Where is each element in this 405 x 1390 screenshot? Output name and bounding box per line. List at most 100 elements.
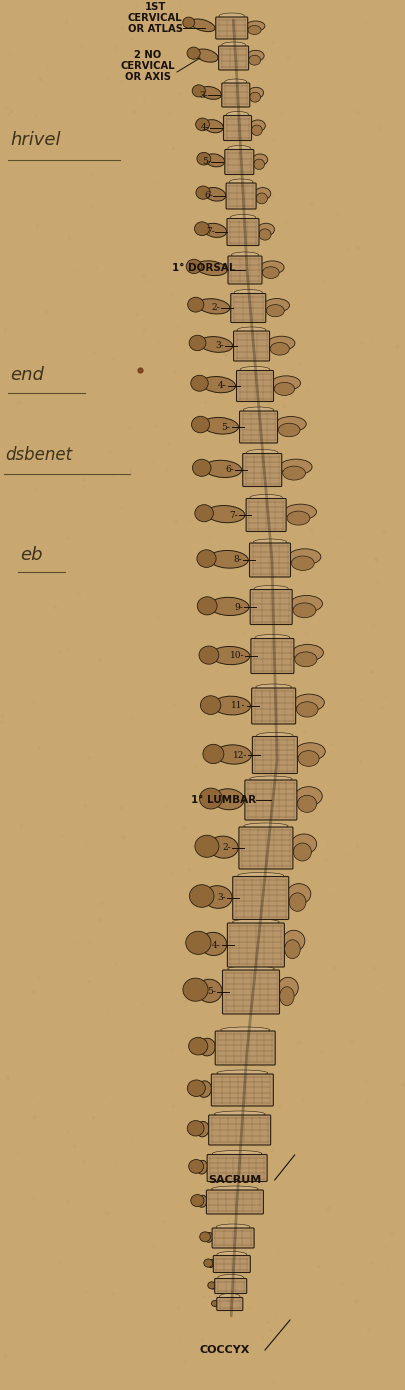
- Ellipse shape: [217, 1070, 268, 1076]
- Ellipse shape: [256, 684, 292, 689]
- Ellipse shape: [257, 733, 293, 738]
- Ellipse shape: [276, 417, 306, 431]
- Ellipse shape: [255, 188, 271, 200]
- Ellipse shape: [296, 742, 325, 760]
- Ellipse shape: [200, 86, 222, 99]
- Ellipse shape: [283, 466, 305, 480]
- Ellipse shape: [186, 260, 202, 274]
- Ellipse shape: [247, 50, 264, 61]
- FancyBboxPatch shape: [213, 1255, 250, 1272]
- Text: 7-: 7-: [229, 510, 238, 520]
- Text: 1° LUMBAR: 1° LUMBAR: [191, 795, 256, 805]
- Ellipse shape: [187, 47, 200, 60]
- Ellipse shape: [234, 289, 262, 296]
- Ellipse shape: [189, 1159, 204, 1173]
- Ellipse shape: [196, 118, 209, 131]
- FancyBboxPatch shape: [216, 17, 248, 39]
- Ellipse shape: [278, 423, 300, 436]
- Ellipse shape: [197, 1161, 208, 1175]
- FancyBboxPatch shape: [228, 256, 262, 284]
- Ellipse shape: [228, 146, 251, 152]
- Ellipse shape: [197, 980, 222, 1002]
- Ellipse shape: [268, 336, 295, 350]
- Ellipse shape: [183, 979, 208, 1001]
- Ellipse shape: [243, 407, 274, 413]
- Ellipse shape: [194, 222, 209, 235]
- Ellipse shape: [274, 382, 294, 395]
- Ellipse shape: [200, 336, 232, 352]
- Ellipse shape: [280, 459, 312, 474]
- Text: 2-: 2-: [212, 303, 220, 313]
- Ellipse shape: [198, 1195, 207, 1208]
- Ellipse shape: [200, 1232, 211, 1241]
- Text: end: end: [10, 366, 44, 384]
- Ellipse shape: [289, 892, 306, 912]
- Ellipse shape: [298, 751, 319, 766]
- Ellipse shape: [225, 79, 247, 85]
- FancyBboxPatch shape: [239, 827, 293, 869]
- Ellipse shape: [287, 884, 311, 904]
- FancyBboxPatch shape: [225, 150, 254, 175]
- Ellipse shape: [216, 1225, 250, 1230]
- Text: COCCYX: COCCYX: [200, 1346, 250, 1355]
- Text: SACRUM: SACRUM: [208, 1175, 261, 1186]
- Ellipse shape: [214, 1111, 265, 1118]
- Ellipse shape: [190, 19, 215, 32]
- Ellipse shape: [201, 377, 236, 393]
- Ellipse shape: [196, 1122, 209, 1137]
- Ellipse shape: [254, 539, 287, 545]
- Ellipse shape: [285, 940, 300, 959]
- FancyBboxPatch shape: [231, 293, 266, 322]
- Ellipse shape: [250, 495, 282, 500]
- Ellipse shape: [292, 645, 324, 662]
- Ellipse shape: [228, 966, 274, 972]
- Text: 6-: 6-: [226, 466, 234, 474]
- Ellipse shape: [288, 549, 321, 564]
- Ellipse shape: [294, 694, 324, 712]
- Ellipse shape: [186, 931, 211, 955]
- Text: 4-: 4-: [218, 381, 227, 391]
- Ellipse shape: [256, 193, 267, 204]
- Text: 5-: 5-: [222, 423, 230, 431]
- Ellipse shape: [264, 299, 290, 311]
- Ellipse shape: [287, 512, 310, 525]
- Ellipse shape: [222, 42, 245, 49]
- Ellipse shape: [208, 1282, 215, 1289]
- Ellipse shape: [259, 229, 271, 240]
- Ellipse shape: [248, 88, 264, 99]
- Ellipse shape: [197, 153, 211, 165]
- Ellipse shape: [250, 92, 260, 101]
- Ellipse shape: [195, 49, 218, 63]
- Text: 1° DORSAL: 1° DORSAL: [171, 263, 235, 272]
- Ellipse shape: [211, 1301, 218, 1307]
- Ellipse shape: [183, 17, 195, 28]
- Text: 2 NO
CERVICAL
OR AXIS: 2 NO CERVICAL OR AXIS: [121, 50, 175, 82]
- Ellipse shape: [203, 744, 224, 763]
- Text: 7-: 7-: [206, 228, 215, 236]
- FancyBboxPatch shape: [249, 543, 290, 577]
- Ellipse shape: [230, 214, 256, 221]
- Ellipse shape: [197, 1081, 211, 1097]
- Ellipse shape: [203, 885, 232, 908]
- Ellipse shape: [255, 634, 290, 641]
- Ellipse shape: [192, 459, 211, 477]
- FancyBboxPatch shape: [251, 638, 294, 674]
- FancyBboxPatch shape: [212, 1227, 254, 1248]
- Ellipse shape: [248, 25, 261, 35]
- Ellipse shape: [293, 842, 311, 860]
- Text: eb: eb: [20, 546, 43, 564]
- FancyBboxPatch shape: [227, 218, 259, 246]
- Ellipse shape: [188, 297, 204, 313]
- FancyBboxPatch shape: [252, 688, 296, 724]
- Ellipse shape: [247, 449, 278, 456]
- Ellipse shape: [270, 342, 289, 354]
- Ellipse shape: [189, 335, 206, 350]
- Ellipse shape: [196, 261, 227, 275]
- Ellipse shape: [209, 1259, 214, 1268]
- FancyBboxPatch shape: [215, 1031, 275, 1065]
- Ellipse shape: [204, 1259, 213, 1268]
- FancyBboxPatch shape: [239, 411, 277, 443]
- Ellipse shape: [229, 179, 253, 185]
- Ellipse shape: [252, 125, 262, 135]
- Ellipse shape: [266, 304, 284, 317]
